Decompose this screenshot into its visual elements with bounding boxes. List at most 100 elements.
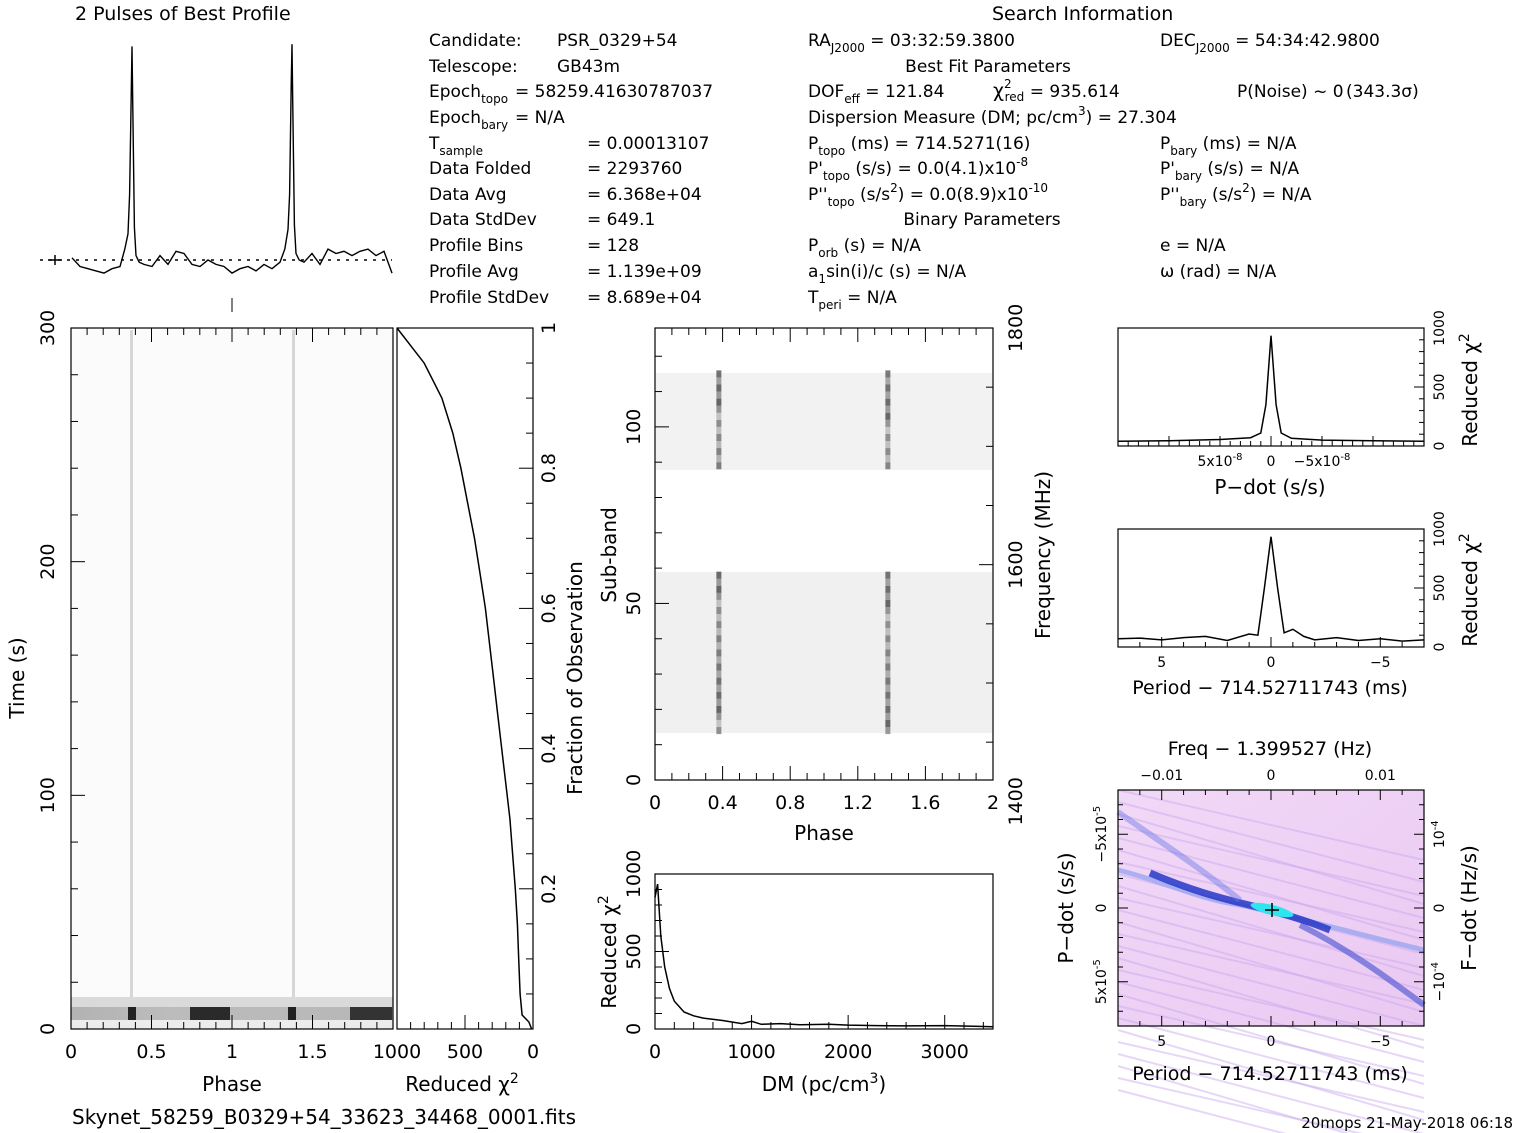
- pdot-xlabel: P−dot (s/s): [1214, 475, 1325, 499]
- info-label-0: Candidate:: [429, 31, 522, 51]
- y-tick-label: 0: [37, 1023, 59, 1035]
- ppdot-streak: [1117, 993, 1425, 1085]
- subband-pulse-cell: [885, 677, 891, 685]
- time-phase-panel: 0 0.5 1 1.5 0 100 200 300 Phase Time (s): [5, 298, 394, 1096]
- freq-tick-label: 1800: [1005, 304, 1027, 352]
- subband-pulse-cell: [716, 677, 722, 685]
- ppdot-streak: [1117, 861, 1425, 933]
- y-tick-label: 1: [538, 322, 560, 334]
- info-label-8: Profile Bins: [429, 236, 523, 256]
- subband-pulse-cell: [716, 614, 722, 622]
- info-tperi: Tperi = N/A: [807, 288, 897, 312]
- subband-pulse-cell: [885, 433, 891, 441]
- y-tick-left-label: 5x10-5: [1092, 959, 1110, 1004]
- time-phase-ylabel: Time (s): [5, 637, 29, 719]
- subband-block-lower: [656, 572, 992, 733]
- x-tick-label: 1.6: [910, 792, 940, 814]
- subband-pulse-cell: [885, 656, 891, 664]
- info-value-2: = 58259.41630787037: [515, 82, 713, 102]
- subband-block-upper: [656, 373, 992, 470]
- subband-pulse-cell: [885, 412, 891, 420]
- top-tick-label: −0.01: [1140, 768, 1183, 784]
- profile-title: 2 Pulses of Best Profile: [75, 3, 291, 25]
- chi-time-ylabel: Fraction of Observation: [563, 561, 587, 795]
- subband-right-label: Frequency (MHz): [1031, 471, 1055, 639]
- subband-pulse-cell: [885, 370, 891, 378]
- subband-pulse-cell: [716, 398, 722, 406]
- subband-pulse-cell: [885, 712, 891, 720]
- y-tick-label: 0.8: [538, 453, 560, 483]
- subband-pulse-cell: [716, 705, 722, 713]
- time-phase-tick-labels: 0 0.5 1 1.5 0 100 200 300: [37, 310, 328, 1063]
- x-tick-label: 0.4: [707, 792, 737, 814]
- subband-pulse-cell: [885, 649, 891, 657]
- info-value-6: = 6.368e+04: [587, 185, 702, 205]
- subband-pulse-cell: [885, 419, 891, 427]
- freq-tick-label: 1600: [1005, 540, 1027, 588]
- subband-pulse-cell: [716, 628, 722, 636]
- x-tick-label: 3000: [921, 1041, 969, 1063]
- y-tick-label: 0: [623, 774, 645, 786]
- y-tick-label: 100: [37, 777, 59, 813]
- subband-pulse-cell: [885, 663, 891, 671]
- subband-pulse-cell: [716, 599, 722, 607]
- info-value-9: = 1.139e+09: [587, 262, 702, 282]
- ppdot-marker: [1265, 903, 1279, 917]
- x-tick-label: 1000: [373, 1041, 421, 1063]
- y-tick-right-label: −10-4: [1430, 962, 1448, 1002]
- info-dof: DOFeff = 121.84: [808, 82, 944, 106]
- subband-pulse-cell: [885, 614, 891, 622]
- subband-pulse-cell: [716, 412, 722, 420]
- info-value-3: = N/A: [515, 108, 565, 128]
- x-tick-label: 5: [1157, 1034, 1166, 1050]
- subband-pulse-cell: [716, 448, 722, 456]
- y-tick-label: 200: [37, 544, 59, 580]
- subband-pulse-cell: [716, 727, 722, 735]
- pdot-panel: 5x10-8 0 −5x10-8 0 500 1000 P−dot (s/s) Reduc…: [1117, 310, 1482, 499]
- profile-panel: [40, 44, 393, 274]
- subband-pulse-cell: [885, 691, 891, 699]
- period-xlabel: Period − 714.52711743 (ms): [1132, 677, 1408, 699]
- x-tick-label: 0: [649, 1041, 661, 1063]
- ppdot-ridge-upper: [1116, 809, 1242, 903]
- info-pnoise: P(Noise) ~ 0: [1237, 82, 1344, 102]
- ppdot-streak: [1117, 849, 1425, 941]
- dm-line: [654, 883, 994, 1028]
- subband-pulse-cell: [716, 405, 722, 413]
- subband-panel: 0 0.4 0.8 1.2 1.6 2 0 50 100 1400 1600 1800 Phase S…: [597, 304, 1055, 845]
- subband-pulse-cell: [885, 571, 891, 579]
- y-tick-left-label: −5x10-5: [1092, 806, 1110, 863]
- info-chi2: χ2 red = 935.614: [993, 77, 1120, 104]
- freq-tick-label: 1400: [1005, 777, 1027, 825]
- subband-pulse-cell: [885, 455, 891, 463]
- subband-pulse-cell: [716, 462, 722, 470]
- subband-pulse-cell: [885, 727, 891, 735]
- y-tick-label: 1000: [1432, 511, 1448, 547]
- x-tick-label: 500: [447, 1041, 483, 1063]
- ppdot-streak: [1117, 1053, 1425, 1133]
- subband-pulse-cell: [716, 370, 722, 378]
- pdot-ticks: [1117, 327, 1425, 447]
- x-tick-label: 0.8: [775, 792, 805, 814]
- subband-pulse-cell: [885, 578, 891, 586]
- info-label-9: Profile Avg: [429, 262, 519, 282]
- subband-pulse-cell: [716, 691, 722, 699]
- info-value-4: = 0.00013107: [587, 134, 709, 154]
- info-value-5: = 2293760: [587, 159, 682, 179]
- info-pdbary: P'bary (s/s) = N/A: [1160, 159, 1300, 183]
- y-tick-right-label: 10-4: [1430, 820, 1448, 848]
- ppdot-ylabel: P−dot (s/s): [1054, 852, 1078, 963]
- subband-pulse-cell: [716, 698, 722, 706]
- subband-pulse-cell: [885, 426, 891, 434]
- x-tick-label: 1000: [727, 1041, 775, 1063]
- chi-time-tick-labels: 1000 500 0 0.2 0.4 0.6 0.8 1: [373, 322, 560, 1063]
- subband-pulse-cell: [885, 599, 891, 607]
- y-tick-label: 300: [37, 310, 59, 346]
- subband-pulse-cell: [885, 606, 891, 615]
- info-value-1: GB43m: [557, 57, 620, 77]
- ppdot-streak: [1117, 1041, 1425, 1113]
- subband-pulse-cell: [716, 712, 722, 720]
- chi-time-line: [396, 327, 533, 1030]
- subband-tick-labels: 0 0.4 0.8 1.2 1.6 2 0 50 100 1400 1600 1800: [623, 304, 1027, 826]
